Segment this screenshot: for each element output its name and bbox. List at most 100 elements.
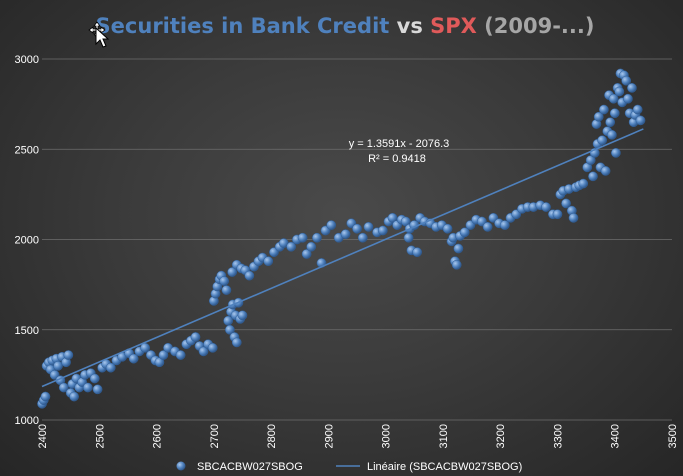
data-point bbox=[301, 249, 312, 259]
x-tick-label: 3000 bbox=[381, 424, 393, 448]
x-tick-label: 2400 bbox=[37, 424, 49, 448]
data-point bbox=[198, 346, 209, 357]
data-point bbox=[92, 384, 103, 395]
data-point bbox=[635, 115, 646, 126]
x-tick-label: 2800 bbox=[266, 424, 278, 448]
data-point bbox=[482, 222, 493, 232]
data-point bbox=[225, 324, 235, 335]
data-point bbox=[605, 117, 615, 128]
title-part-2: vs bbox=[389, 14, 430, 38]
x-tick-label: 3500 bbox=[667, 424, 679, 448]
y-tick-label: 1500 bbox=[15, 325, 39, 337]
data-point bbox=[221, 285, 232, 295]
data-point bbox=[608, 93, 619, 104]
legend-entry-series: SBCACBW027SBOG bbox=[197, 461, 303, 473]
data-point bbox=[568, 212, 579, 223]
data-point bbox=[412, 247, 422, 257]
data-point bbox=[598, 104, 609, 115]
data-point bbox=[244, 270, 255, 281]
x-tick-label: 2700 bbox=[209, 424, 221, 448]
data-point bbox=[459, 227, 470, 238]
data-point bbox=[357, 232, 368, 243]
data-point bbox=[623, 93, 633, 104]
data-point bbox=[340, 229, 351, 239]
data-point bbox=[499, 220, 510, 230]
data-points bbox=[37, 68, 646, 409]
trendline bbox=[41, 128, 644, 388]
x-tick-label: 2500 bbox=[94, 424, 106, 448]
legend: SBCACBW027SBOG Linéaire (SBCACBW027SBOG) bbox=[176, 461, 522, 473]
y-tick-label: 2500 bbox=[15, 144, 39, 156]
data-point bbox=[297, 232, 308, 243]
data-point bbox=[453, 243, 464, 254]
data-point bbox=[231, 337, 242, 348]
data-point bbox=[609, 108, 620, 119]
data-point bbox=[593, 111, 604, 122]
data-point bbox=[614, 86, 625, 97]
data-point bbox=[53, 361, 63, 371]
data-point bbox=[611, 148, 621, 158]
data-point bbox=[621, 75, 632, 86]
x-tick-label: 2600 bbox=[152, 424, 164, 448]
data-point bbox=[237, 310, 248, 321]
data-point bbox=[63, 350, 74, 360]
data-point bbox=[263, 256, 274, 267]
move-cursor-icon bbox=[88, 21, 110, 48]
data-point bbox=[578, 178, 589, 189]
data-point bbox=[541, 202, 551, 212]
data-point bbox=[600, 166, 611, 176]
x-tick-label: 2900 bbox=[323, 424, 335, 448]
x-tick-label: 3200 bbox=[495, 424, 507, 448]
data-point bbox=[552, 209, 563, 220]
trendline-equation: y = 1.3591x - 2076.3 bbox=[349, 138, 450, 150]
data-point bbox=[89, 373, 100, 384]
data-point bbox=[219, 276, 229, 286]
legend-marker-series bbox=[176, 461, 186, 471]
chart-title: Securities in Bank Credit vs SPX (2009-.… bbox=[96, 14, 595, 38]
data-point bbox=[58, 382, 69, 393]
data-point bbox=[227, 267, 237, 277]
data-point bbox=[326, 220, 337, 230]
data-point bbox=[286, 241, 296, 252]
data-point bbox=[451, 259, 462, 270]
data-point bbox=[69, 391, 79, 402]
x-tick-label: 3400 bbox=[610, 424, 622, 448]
data-point bbox=[561, 198, 571, 209]
data-point bbox=[82, 382, 93, 393]
data-point bbox=[387, 212, 398, 223]
data-point bbox=[363, 222, 374, 232]
x-axis: 2400 2500 2600 2700 2800 2900 3000 3100 3200 3300… bbox=[37, 424, 679, 448]
data-point bbox=[207, 342, 218, 353]
data-point bbox=[312, 232, 322, 243]
data-point bbox=[403, 232, 414, 243]
data-point bbox=[190, 332, 201, 342]
data-point bbox=[632, 104, 643, 115]
title-part-3: SPX bbox=[430, 14, 477, 38]
data-point bbox=[597, 135, 607, 146]
data-point bbox=[175, 350, 186, 360]
gridlines bbox=[42, 58, 672, 421]
data-point bbox=[352, 223, 362, 234]
y-tick-label: 2000 bbox=[15, 235, 39, 247]
y-axis: 1000 1500 2000 2500 3000 bbox=[15, 54, 39, 427]
x-tick-label: 3300 bbox=[552, 424, 564, 448]
data-point bbox=[105, 362, 116, 373]
data-point bbox=[306, 241, 317, 252]
data-point bbox=[40, 391, 51, 402]
legend-entry-trendline: Linéaire (SBCACBW027SBOG) bbox=[367, 461, 522, 473]
data-point bbox=[442, 223, 453, 234]
r-squared-label: R² = 0.9418 bbox=[368, 153, 426, 165]
data-point bbox=[627, 83, 637, 93]
title-part-4: (2009-...) bbox=[477, 14, 595, 38]
data-point bbox=[158, 350, 169, 360]
x-tick-label: 3100 bbox=[438, 424, 450, 448]
data-point bbox=[607, 129, 617, 140]
y-tick-label: 3000 bbox=[15, 54, 39, 66]
data-point bbox=[377, 225, 388, 236]
data-point bbox=[128, 353, 139, 364]
data-point bbox=[588, 171, 598, 182]
y-tick-label: 1000 bbox=[15, 415, 39, 427]
title-part-1: Securities in Bank Credit bbox=[96, 14, 390, 38]
